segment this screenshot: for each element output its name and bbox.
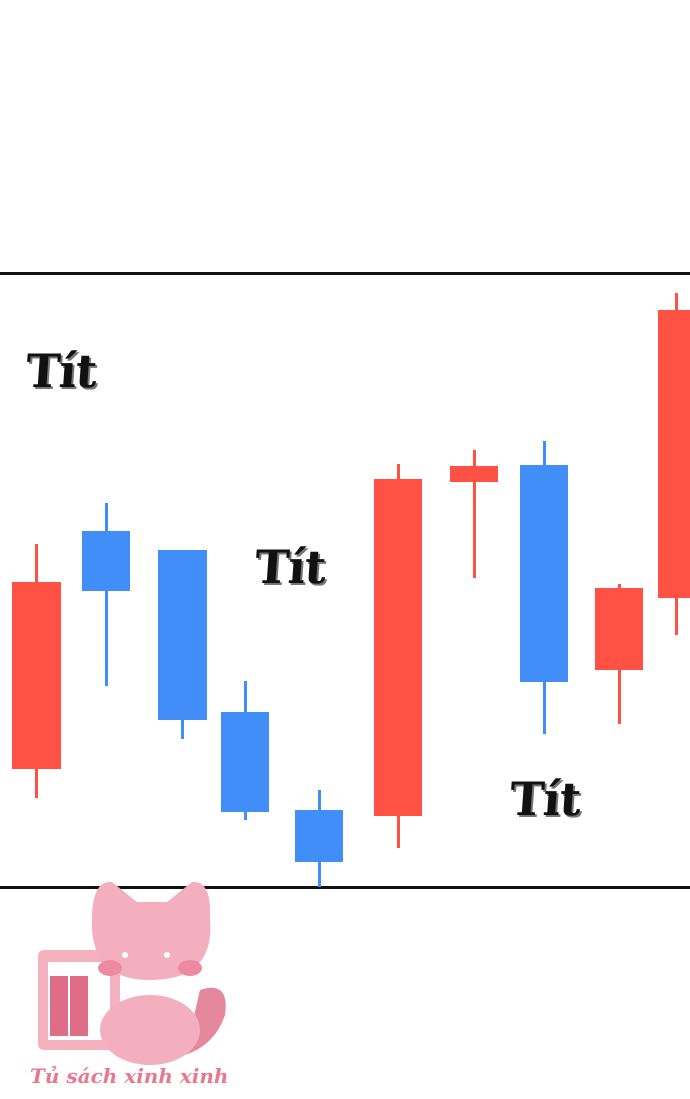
candle-wick (104, 503, 108, 686)
candle-body (450, 466, 498, 482)
candle-body (295, 810, 343, 862)
candle-body (12, 582, 61, 769)
sound-effect: Tít (508, 772, 582, 826)
sound-effect: Tít (253, 540, 327, 594)
watermark-logo-icon (38, 881, 226, 1065)
candle-body (595, 588, 643, 670)
candle-body (520, 465, 568, 682)
panel-bottom-border (0, 886, 690, 889)
candle-body (158, 550, 207, 720)
candle-body (374, 479, 422, 816)
sound-effect: Tít (24, 344, 98, 398)
candle-body (82, 531, 130, 591)
panel-top-border (0, 272, 690, 275)
candle-wick (472, 450, 476, 578)
candle-body (221, 712, 269, 812)
watermark-text: Tủ sách xinh xinh (30, 1064, 229, 1088)
candle-body (658, 310, 690, 598)
